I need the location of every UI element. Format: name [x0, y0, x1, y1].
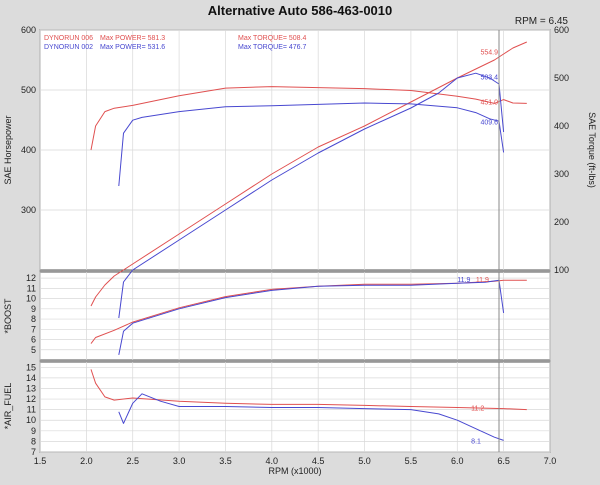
x-axis-label: RPM (x1000) — [268, 466, 321, 476]
rpm-readout: RPM = 6.45 — [515, 16, 569, 27]
dynorun-002-air-fuel-line — [118, 393, 504, 441]
value-annotation: 554.9 — [480, 50, 498, 57]
x-tick-label: 5.0 — [358, 456, 371, 466]
x-tick-label: 4.0 — [266, 456, 279, 466]
y-right-tick-label: 600 — [554, 25, 569, 35]
dynorun-006-air-fuel-line — [90, 369, 527, 411]
y-tick-label: 9 — [31, 304, 36, 314]
y-tick-label: 12 — [26, 273, 36, 283]
dynorun-002-power-line — [118, 72, 505, 319]
y-tick-label: 13 — [26, 383, 36, 393]
air-fuel-panel — [39, 361, 551, 453]
x-tick-label: 2.0 — [80, 456, 93, 466]
y-right-tick-label: 400 — [554, 121, 569, 131]
legend-run1-name: DYNORUN 006 — [44, 35, 93, 42]
x-tick-label: 5.5 — [405, 456, 418, 466]
y-tick-label: 7 — [31, 324, 36, 334]
y-tick-label: 7 — [31, 447, 36, 457]
value-annotation: 503.4 — [480, 74, 498, 81]
value-annotation: 11.9 — [476, 277, 489, 284]
chart-title: Alternative Auto 586-463-0010 — [208, 3, 393, 18]
y-left-tick-label: 500 — [21, 85, 36, 95]
y-tick-label: 10 — [26, 294, 36, 304]
value-annotation: 409.6 — [480, 119, 498, 126]
boost-panel — [39, 271, 551, 361]
air-fuel-axis-label: *AIR_FUEL — [3, 383, 13, 430]
x-tick-label: 2.5 — [126, 456, 139, 466]
boost-axis-label: *BOOST — [3, 298, 13, 334]
y-tick-label: 6 — [31, 335, 36, 345]
x-tick-label: 7.0 — [544, 456, 557, 466]
x-tick-label: 3.5 — [219, 456, 232, 466]
series-layer: 554.9 503.4 451.0 409.6 11.9 11.9 11.2 8.1 — [90, 41, 527, 445]
y-tick-label: 8 — [31, 314, 36, 324]
y-tick-label: 15 — [26, 362, 36, 372]
value-annotation: 11.2 — [471, 406, 484, 413]
dynorun-006-power-line — [90, 41, 527, 307]
grid-layer: 1.5 2.0 2.5 3.0 3.5 4.0 4.5 5.0 5.5 6.0 6.5 7.0 300 4… — [21, 25, 569, 466]
dynorun-002-torque-line — [118, 102, 505, 187]
legend-run1-power: Max POWER= 581.3 — [100, 35, 165, 42]
x-tick-label: 3.0 — [173, 456, 186, 466]
value-annotation: 8.1 — [471, 438, 481, 445]
y-axis-left-label: SAE Horsepower — [3, 115, 13, 184]
y-tick-label: 11 — [27, 405, 36, 415]
y-right-tick-label: 100 — [554, 265, 569, 275]
y-left-tick-label: 400 — [21, 145, 36, 155]
y-left-tick-label: 300 — [21, 205, 36, 215]
y-tick-label: 10 — [26, 415, 36, 425]
y-tick-label: 12 — [26, 394, 36, 404]
y-tick-label: 5 — [31, 345, 36, 355]
y-right-tick-label: 200 — [554, 217, 569, 227]
y-tick-label: 9 — [31, 426, 36, 436]
legend-run2-power: Max POWER= 531.6 — [100, 44, 165, 51]
x-tick-label: 1.5 — [34, 456, 47, 466]
x-tick-label: 6.0 — [451, 456, 464, 466]
legend-run2-torque: Max TORQUE= 476.7 — [238, 44, 307, 51]
value-annotation: 451.0 — [480, 100, 498, 107]
y-tick-label: 14 — [26, 373, 36, 383]
value-annotation: 11.9 — [457, 277, 470, 284]
y-axis-right-label: SAE Torque (ft-lbs) — [587, 112, 597, 188]
y-right-tick-label: 300 — [554, 169, 569, 179]
y-tick-label: 8 — [31, 436, 36, 446]
y-right-tick-label: 500 — [554, 73, 569, 83]
x-tick-label: 6.5 — [497, 456, 510, 466]
x-tick-label: 4.5 — [312, 456, 325, 466]
y-tick-label: 11 — [27, 283, 36, 293]
dynorun-002-boost-line — [118, 279, 505, 355]
legend-run1-torque: Max TORQUE= 508.4 — [238, 35, 307, 42]
y-left-tick-label: 600 — [21, 25, 36, 35]
dynorun-006-torque-line — [90, 86, 527, 151]
legend-run2-name: DYNORUN 002 — [44, 44, 93, 51]
